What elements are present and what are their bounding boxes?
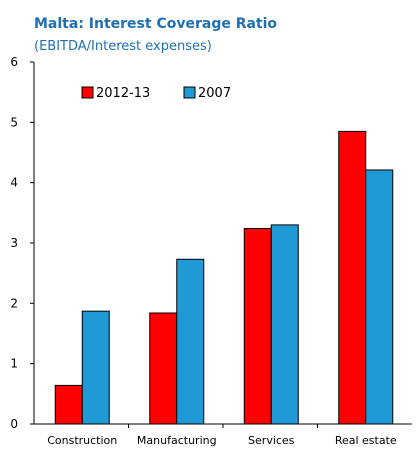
y-tick-label: 2 <box>10 296 18 310</box>
y-tick-label: 4 <box>10 176 18 190</box>
bar-2012-13-manufacturing <box>149 312 178 425</box>
x-category-label: Construction <box>47 434 117 447</box>
y-tick-label: 6 <box>10 55 18 69</box>
y-tick-label: 1 <box>10 357 18 371</box>
chart-subtitle: (EBITDA/Interest expenses) <box>34 39 212 54</box>
bar-2007-manufacturing <box>176 258 205 425</box>
legend-label-2012-13: 2012-13 <box>96 86 150 101</box>
bar-2012-13-construction <box>54 384 83 425</box>
y-tick-label: 3 <box>10 236 18 250</box>
legend-swatch-2007 <box>183 86 196 99</box>
plot-area: 0 1 2 3 4 5 6 Construction Manufacturing Services… <box>10 55 412 447</box>
bar-2007-construction <box>81 310 110 425</box>
bar-2007-services <box>270 224 299 425</box>
y-tick-label: 5 <box>10 115 18 129</box>
legend-swatch-2012-13 <box>81 86 94 99</box>
bar-2012-13-services <box>243 228 272 425</box>
bar-2012-13-real-estate <box>338 130 367 425</box>
legend-label-2007: 2007 <box>198 86 231 101</box>
legend: 2012-13 2007 <box>81 86 231 101</box>
bar-2007-real-estate <box>365 169 394 425</box>
x-category-label: Services <box>248 434 295 447</box>
x-category-label: Manufacturing <box>137 434 217 447</box>
y-tick-label: 0 <box>10 417 18 431</box>
chart-title: Malta: Interest Coverage Ratio <box>34 16 277 32</box>
x-category-label: Real estate <box>335 434 397 447</box>
